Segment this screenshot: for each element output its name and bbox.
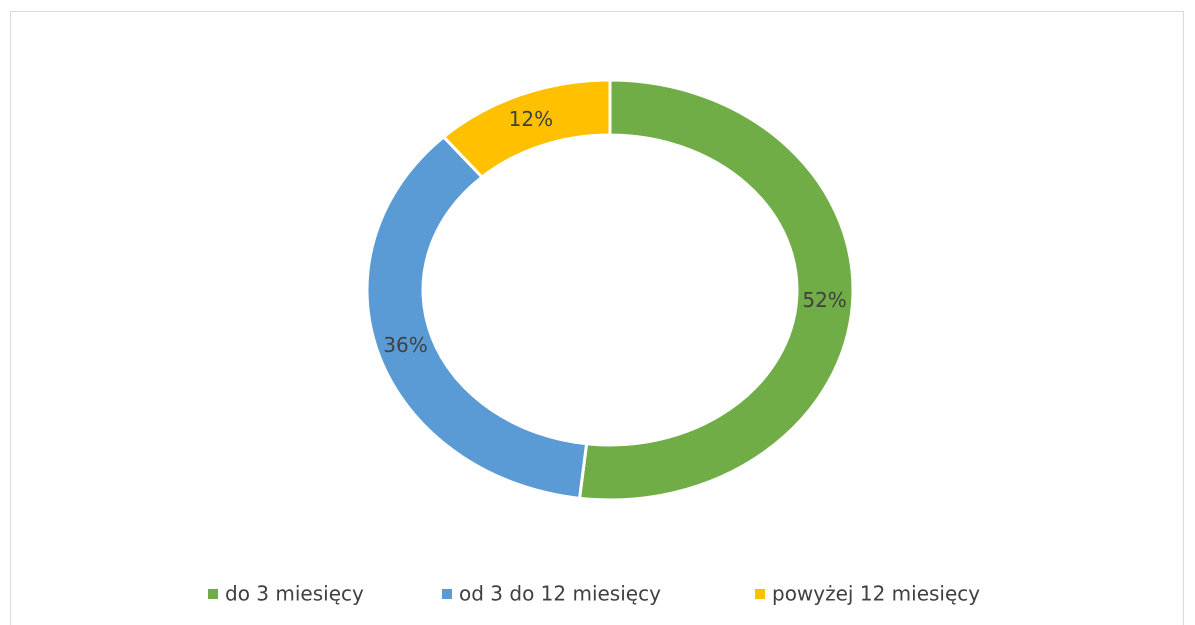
donut-segment xyxy=(441,78,612,180)
legend-label: powyżej 12 miesięcy xyxy=(772,582,980,606)
donut-segment xyxy=(365,134,589,500)
data-label: 52% xyxy=(802,288,846,312)
legend-label: od 3 do 12 miesięcy xyxy=(459,582,661,606)
legend-swatch xyxy=(208,589,218,599)
data-label: 36% xyxy=(383,333,427,357)
legend-swatch xyxy=(442,589,452,599)
legend-swatch xyxy=(755,589,765,599)
donut-segment xyxy=(577,78,855,502)
legend-label: do 3 miesięcy xyxy=(225,582,364,606)
data-label: 12% xyxy=(509,107,553,131)
